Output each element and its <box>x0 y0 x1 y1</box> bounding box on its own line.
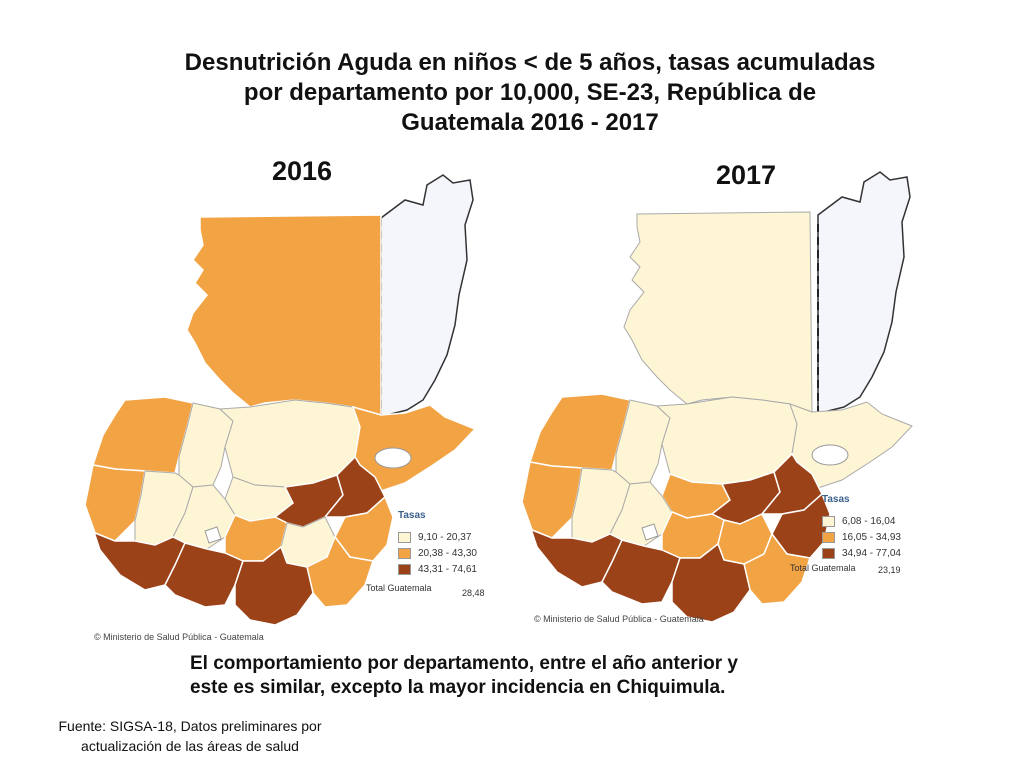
dept-escuintla <box>164 542 244 608</box>
legend-label: 16,05 - 34,93 <box>842 531 901 543</box>
legend-swatch-high <box>398 563 411 575</box>
total-value: 28,48 <box>462 588 485 598</box>
legend-item: 9,10 - 20,37 <box>398 529 477 545</box>
belize-region <box>817 171 911 413</box>
legend-item: 43,31 - 74,61 <box>398 561 477 577</box>
map-2017 <box>521 171 913 623</box>
legend-swatch-low <box>822 515 835 527</box>
total-2016: Total Guatemala 28,48 <box>366 583 492 598</box>
total-label: Total Guatemala <box>366 583 432 593</box>
source-note: Fuente: SIGSA-18, Datos preliminares por… <box>58 718 322 754</box>
map-2016 <box>84 174 477 626</box>
legend-2016: Tasas 9,10 - 20,37 20,38 - 43,30 43,31 -… <box>398 510 477 577</box>
legend-label: 20,38 - 43,30 <box>418 547 477 559</box>
dept-sacatepequez <box>641 523 659 541</box>
legend-item: 34,94 - 77,04 <box>822 545 901 561</box>
legend-item: 16,05 - 34,93 <box>822 529 901 545</box>
legend-swatch-mid <box>822 531 835 543</box>
total-2017: Total Guatemala 23,19 <box>790 563 910 575</box>
dept-peten <box>623 211 813 413</box>
dept-santa-rosa <box>234 545 314 626</box>
legend-swatch-high <box>822 547 835 559</box>
summary-note: El comportamiento por departamento, entr… <box>190 653 738 698</box>
dept-escuintla <box>601 539 681 605</box>
dept-peten <box>186 214 382 416</box>
dept-huehuetenango <box>92 396 194 474</box>
dept-huehuetenango <box>529 393 631 471</box>
dept-sacatepequez <box>204 526 222 544</box>
legend-item: 20,38 - 43,30 <box>398 545 477 561</box>
year-label-2017: 2017 <box>716 160 777 190</box>
legend-swatch-low <box>398 531 411 543</box>
total-label: Total Guatemala <box>790 563 856 573</box>
lake-izabal <box>811 444 849 466</box>
total-value: 23,19 <box>878 565 901 575</box>
legend-item: 6,08 - 16,04 <box>822 513 901 529</box>
dept-santa-rosa <box>671 542 751 623</box>
copyright-2016: © Ministerio de Salud Pública - Guatemal… <box>94 632 264 642</box>
legend-2017: Tasas 6,08 - 16,04 16,05 - 34,93 34,94 -… <box>822 494 901 561</box>
legend-title: Tasas <box>398 510 426 521</box>
year-label-2016: 2016 <box>272 156 333 186</box>
belize-region <box>380 174 474 416</box>
legend-swatch-mid <box>398 547 411 559</box>
legend-label: 9,10 - 20,37 <box>418 531 472 543</box>
copyright-2017: © Ministerio de Salud Pública - Guatemal… <box>534 614 704 624</box>
legend-title: Tasas <box>822 494 850 505</box>
legend-label: 6,08 - 16,04 <box>842 515 896 527</box>
lake-izabal <box>374 447 412 469</box>
slide-title: Desnutrición Aguda en niños < de 5 años,… <box>184 49 876 136</box>
legend-label: 34,94 - 77,04 <box>842 547 901 559</box>
legend-label: 43,31 - 74,61 <box>418 563 477 575</box>
